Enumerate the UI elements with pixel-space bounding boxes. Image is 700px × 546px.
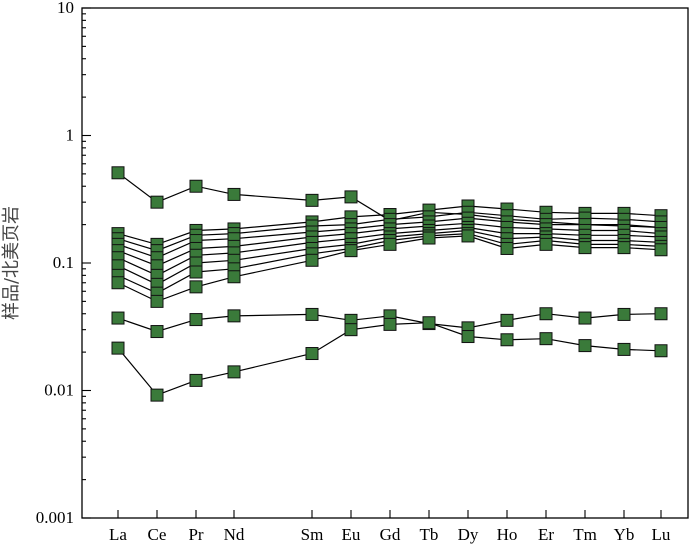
data-point [539,307,553,321]
data-point [654,307,668,321]
data-point [654,344,668,358]
data-point [578,339,592,353]
data-point [227,365,241,379]
data-point [150,294,164,308]
data-point [189,313,203,327]
x-tick-label-lu: Lu [652,525,671,544]
data-point [189,373,203,387]
data-point [539,237,553,251]
y-tick-label: 0.01 [44,381,74,400]
data-point [500,333,514,347]
data-point [500,241,514,255]
data-point [617,307,631,321]
data-point [227,309,241,323]
data-point [111,311,125,325]
x-tick-label-la: La [109,525,127,544]
data-point [617,342,631,356]
data-point [422,231,436,245]
data-point [461,229,475,243]
data-point [383,317,397,331]
x-tick-label-dy: Dy [458,525,479,544]
data-point [461,330,475,344]
x-axis: La Ce Pr Nd Sm Eu Gd Tb Dy Ho Er Tm Yb Lu [109,510,671,544]
data-point [344,190,358,204]
y-axis-label: 样品/北美页岩 [1,206,22,320]
data-point [227,270,241,284]
data-point [383,237,397,251]
data-point [617,241,631,255]
x-tick-label-nd: Nd [224,525,245,544]
x-tick-label-yb: Yb [614,525,635,544]
data-point [305,307,319,321]
x-tick-label-ce: Ce [148,525,167,544]
data-point [654,243,668,257]
x-tick-label-ho: Ho [497,525,518,544]
data-point [344,323,358,337]
y-tick-label: 0.1 [53,253,74,272]
data-point [189,179,203,193]
data-point [344,244,358,258]
x-tick-label-eu: Eu [342,525,361,544]
data-point [111,276,125,290]
data-point [539,332,553,346]
data-point [305,193,319,207]
y-tick-label: 10 [57,0,74,17]
series-layer [111,166,668,402]
data-point [150,325,164,339]
data-point [305,253,319,267]
data-point [150,388,164,402]
x-tick-label-tb: Tb [420,525,439,544]
x-tick-label-sm: Sm [301,525,324,544]
data-point [189,280,203,294]
series-9 [111,229,668,308]
x-tick-label-gd: Gd [380,525,401,544]
y-tick-label: 1 [66,126,75,145]
data-point [150,195,164,209]
series-11 [111,316,668,402]
data-point [305,347,319,361]
data-point [189,265,203,279]
data-point [578,311,592,325]
data-point [500,313,514,327]
data-point [111,341,125,355]
y-axis: 10 1 0.1 0.01 0.001 [36,0,91,527]
plot-frame [81,7,689,519]
y-tick-label: 0.001 [36,508,74,527]
data-point [578,241,592,255]
data-point [227,187,241,201]
data-point [422,316,436,330]
x-tick-label-pr: Pr [188,525,203,544]
x-tick-label-er: Er [538,525,554,544]
x-tick-label-tm: Tm [573,525,597,544]
data-point [111,166,125,180]
